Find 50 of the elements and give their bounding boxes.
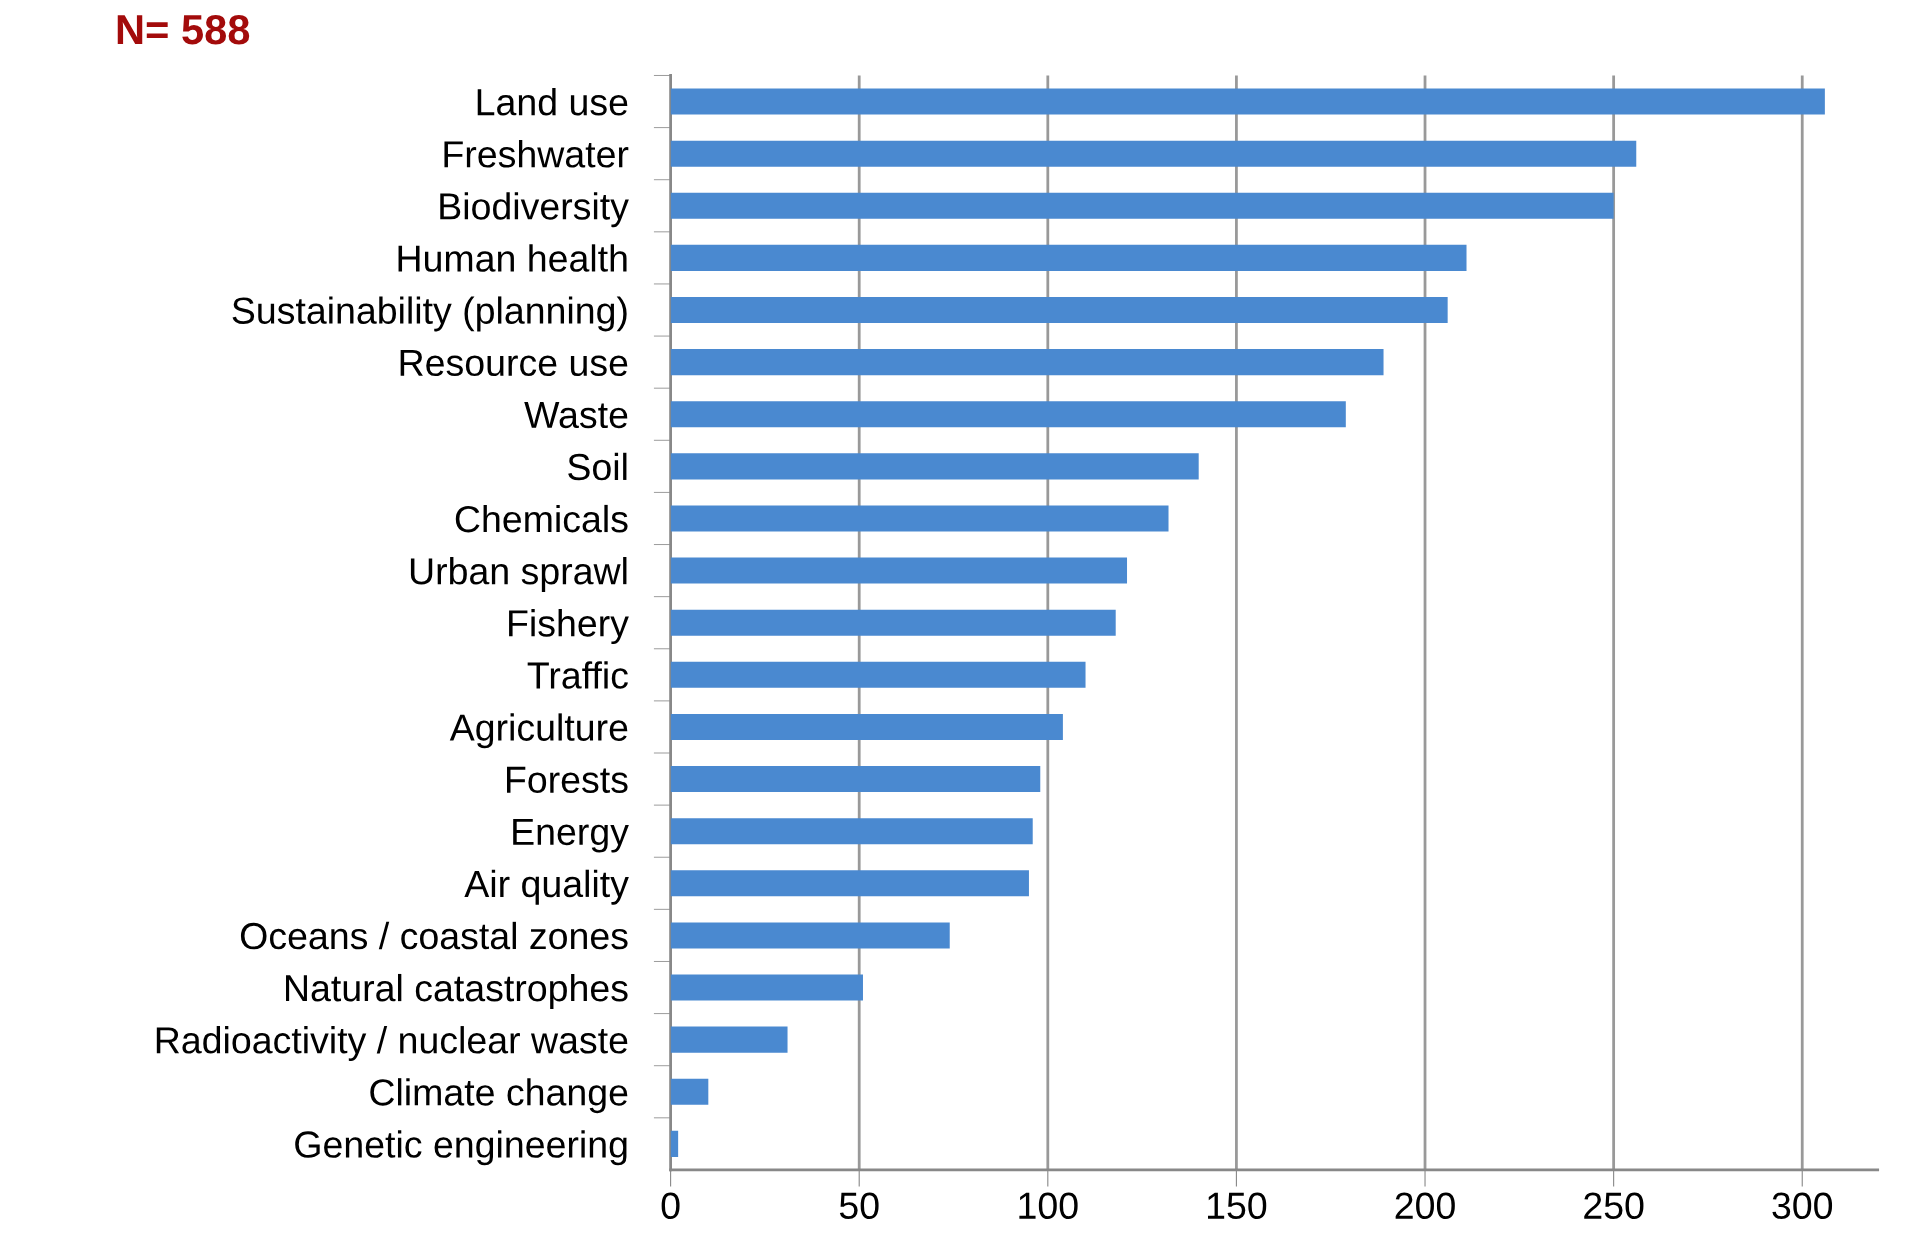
- y-tick-label: Radioactivity / nuclear waste: [156, 1026, 628, 1062]
- bar: [670, 661, 1086, 688]
- x-tick-label: 50: [839, 1192, 879, 1220]
- x-tick-label: 0: [661, 1192, 680, 1220]
- bar: [670, 505, 1169, 532]
- bar: [670, 453, 1199, 480]
- bar: [670, 244, 1467, 271]
- bar: [670, 818, 1033, 845]
- x-tick-label: 200: [1395, 1192, 1455, 1220]
- x-tick-label: 150: [1208, 1192, 1267, 1220]
- bar: [670, 609, 1116, 636]
- bar: [670, 974, 863, 1001]
- y-tick-label: Fishery: [509, 609, 629, 645]
- bar: [670, 922, 950, 949]
- bar: [670, 870, 1029, 897]
- text: N= 588: [117, 14, 250, 45]
- y-tick-label: Genetic engineering: [295, 1130, 627, 1166]
- y-tick-label: Human health: [398, 244, 627, 272]
- y-tick-label: Energy: [513, 818, 629, 853]
- y-tick-label: Land use: [477, 87, 628, 116]
- y-tick-label: Freshwater: [444, 140, 629, 168]
- x-tick-label: 250: [1584, 1192, 1644, 1220]
- y-tick-label: Air quality: [464, 869, 629, 905]
- x-tick-label: 300: [1772, 1192, 1833, 1220]
- y-tick-label: Biodiversity: [440, 192, 629, 228]
- y-tick-label: Agriculture: [449, 713, 628, 749]
- bar: [670, 401, 1346, 428]
- bar: [670, 88, 1825, 115]
- bar: [670, 192, 1614, 219]
- y-tick-label: Sustainability (planning): [232, 296, 627, 332]
- y-tick-label: Resource use: [400, 349, 628, 377]
- bar: [670, 1130, 679, 1157]
- bar: [670, 140, 1637, 167]
- y-tick-label: Natural catastrophes: [286, 973, 628, 1009]
- y-tick-label: Oceans / coastal zones: [240, 921, 628, 950]
- bar: [670, 766, 1041, 793]
- bar: [670, 296, 1448, 324]
- y-tick-label: Urban sprawl: [410, 557, 627, 592]
- y-tick-label: Climate change: [370, 1078, 628, 1114]
- bar: [670, 557, 1128, 584]
- bar: [670, 1078, 709, 1105]
- y-tick-label: Chemicals: [455, 504, 628, 533]
- y-tick-label: Forests: [506, 766, 628, 794]
- y-tick-label: Traffic: [527, 661, 628, 689]
- bar: [670, 1026, 788, 1053]
- y-tick-label: Soil: [568, 452, 627, 481]
- y-tick-label: Waste: [524, 402, 628, 429]
- bar: [670, 349, 1384, 376]
- x-tick-label: 100: [1019, 1192, 1078, 1220]
- bar: [670, 713, 1063, 740]
